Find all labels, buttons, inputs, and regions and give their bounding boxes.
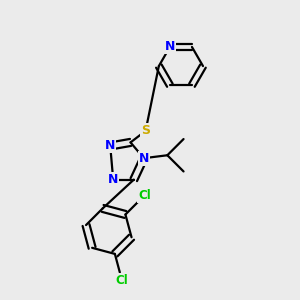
Text: Cl: Cl [138,189,151,202]
Text: N: N [139,152,149,165]
Text: Cl: Cl [116,274,128,287]
Text: N: N [108,173,119,186]
Text: S: S [141,124,150,137]
Text: N: N [165,40,175,53]
Text: N: N [105,140,116,152]
